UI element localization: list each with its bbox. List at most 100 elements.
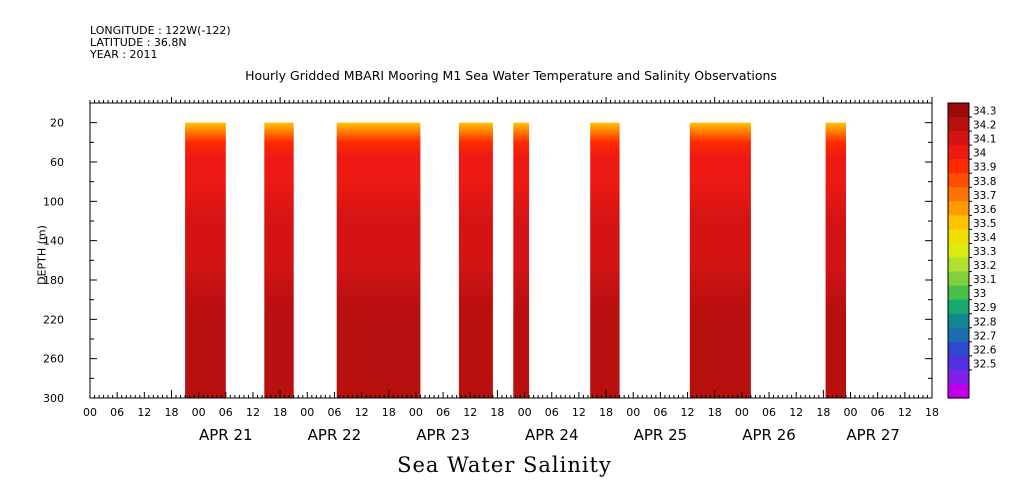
x-hour-label: 18 bbox=[490, 406, 504, 419]
year-text: YEAR : 2011 bbox=[90, 48, 158, 61]
x-hour-label: 00 bbox=[518, 406, 532, 419]
x-hour-label: 06 bbox=[110, 406, 124, 419]
chart-title: Hourly Gridded MBARI Mooring M1 Sea Wate… bbox=[245, 68, 777, 83]
data-block-5 bbox=[513, 122, 530, 398]
colorbar-label: 33.2 bbox=[973, 260, 996, 272]
x-hour-label: 00 bbox=[626, 406, 640, 419]
x-hour-label: 18 bbox=[164, 406, 178, 419]
colorbar-label: 34 bbox=[973, 148, 987, 160]
x-hour-label: 18 bbox=[925, 406, 939, 419]
colorbar-frame bbox=[947, 102, 970, 399]
y-tick-label: 100 bbox=[43, 195, 64, 208]
colorbar-swatch bbox=[948, 369, 969, 385]
colorbar-swatch bbox=[948, 299, 969, 315]
colorbar-label: 32.9 bbox=[973, 302, 996, 314]
colorbar-swatch bbox=[948, 383, 969, 399]
colorbar-swatch bbox=[948, 131, 969, 146]
x-hour-label: 00 bbox=[735, 406, 749, 419]
x-hour-label: 06 bbox=[871, 406, 885, 419]
x-hour-label: 18 bbox=[599, 406, 613, 419]
x-day-label: APR 25 bbox=[634, 426, 688, 444]
y-tick-label: 300 bbox=[43, 392, 64, 405]
colorbar-swatch bbox=[948, 201, 969, 216]
longitude-text: LONGITUDE : 122W(-122) bbox=[90, 24, 231, 37]
colorbar-swatch bbox=[948, 355, 969, 371]
data-block-6 bbox=[590, 122, 620, 398]
x-hour-label: 06 bbox=[436, 406, 450, 419]
colorbar-label: 33.6 bbox=[973, 204, 997, 216]
colorbar-label: 32.5 bbox=[973, 358, 996, 370]
x-day-label: APR 22 bbox=[308, 426, 362, 444]
x-hour-label: 06 bbox=[653, 406, 667, 419]
x-day-label: APR 27 bbox=[846, 426, 900, 444]
x-hour-label: 18 bbox=[816, 406, 830, 419]
x-hour-label: 06 bbox=[327, 406, 341, 419]
data-block-2 bbox=[264, 122, 294, 398]
colorbar-swatch bbox=[948, 243, 969, 259]
x-day-label: APR 26 bbox=[742, 426, 796, 444]
colorbar-label: 32.6 bbox=[973, 344, 997, 356]
x-hour-label: 00 bbox=[83, 406, 97, 419]
variable-label: Sea Water Salinity bbox=[397, 453, 612, 477]
x-hour-label: 00 bbox=[844, 406, 858, 419]
x-hour-label: 12 bbox=[681, 406, 695, 419]
colorbar-swatch bbox=[948, 271, 969, 287]
colorbar-label: 33.5 bbox=[973, 218, 996, 230]
x-day-label: APR 24 bbox=[525, 426, 579, 444]
colorbar-swatch bbox=[948, 341, 969, 357]
colorbar-swatch bbox=[948, 285, 969, 301]
x-hour-label: 12 bbox=[572, 406, 586, 419]
colorbar-label: 33.7 bbox=[973, 190, 996, 202]
y-tick-label: 220 bbox=[43, 313, 64, 326]
y-tick-label: 60 bbox=[50, 156, 64, 169]
x-day-label: APR 21 bbox=[199, 426, 253, 444]
colorbar-swatch bbox=[948, 173, 969, 188]
colorbar-label: 33.9 bbox=[973, 162, 996, 174]
x-hour-label: 00 bbox=[192, 406, 206, 419]
x-hour-label: 12 bbox=[789, 406, 803, 419]
data-block-3 bbox=[336, 122, 421, 398]
colorbar-swatch bbox=[948, 313, 969, 329]
data-block-7 bbox=[689, 122, 751, 398]
x-hour-label: 12 bbox=[137, 406, 151, 419]
y-tick-label: 140 bbox=[43, 235, 64, 248]
colorbar-swatch bbox=[948, 327, 969, 343]
latitude-text: LATITUDE : 36.8N bbox=[90, 36, 187, 49]
y-tick-label: 20 bbox=[50, 117, 64, 130]
data-block-8 bbox=[825, 122, 846, 398]
colorbar-label: 33 bbox=[973, 288, 986, 300]
colorbar-label: 33.4 bbox=[973, 232, 997, 244]
colorbar-swatch bbox=[948, 117, 969, 132]
colorbar-label: 34.2 bbox=[973, 120, 996, 132]
y-tick-label: 260 bbox=[43, 353, 64, 366]
colorbar-label: 33.8 bbox=[973, 176, 996, 188]
x-hour-label: 18 bbox=[708, 406, 722, 419]
x-hour-label: 06 bbox=[762, 406, 776, 419]
metadata-block: LONGITUDE : 122W(-122) LATITUDE : 36.8N … bbox=[90, 25, 231, 61]
colorbar-swatch bbox=[948, 159, 969, 174]
x-hour-label: 12 bbox=[898, 406, 912, 419]
colorbar-label: 34.1 bbox=[973, 134, 996, 146]
colorbar-label: 33.1 bbox=[973, 274, 996, 286]
colorbar-swatch bbox=[948, 257, 969, 273]
x-hour-label: 12 bbox=[246, 406, 260, 419]
colorbar-label: 34.3 bbox=[973, 106, 996, 118]
colorbar-swatch bbox=[948, 215, 969, 231]
x-hour-label: 18 bbox=[273, 406, 287, 419]
colorbar-label: 32.8 bbox=[973, 316, 996, 328]
colorbar-label: 33.3 bbox=[973, 246, 996, 258]
x-hour-label: 06 bbox=[219, 406, 233, 419]
x-day-label: APR 23 bbox=[416, 426, 470, 444]
colorbar-swatch bbox=[948, 145, 969, 160]
y-tick-label: 180 bbox=[43, 274, 64, 287]
colorbar-swatch bbox=[948, 103, 969, 118]
x-hour-label: 18 bbox=[382, 406, 396, 419]
x-hour-label: 12 bbox=[463, 406, 477, 419]
colorbar-label: 32.7 bbox=[973, 330, 996, 342]
x-hour-label: 12 bbox=[355, 406, 369, 419]
x-hour-label: 00 bbox=[409, 406, 423, 419]
data-block-4 bbox=[458, 122, 493, 398]
colorbar-swatch bbox=[948, 229, 969, 245]
data-block-1 bbox=[185, 122, 226, 398]
